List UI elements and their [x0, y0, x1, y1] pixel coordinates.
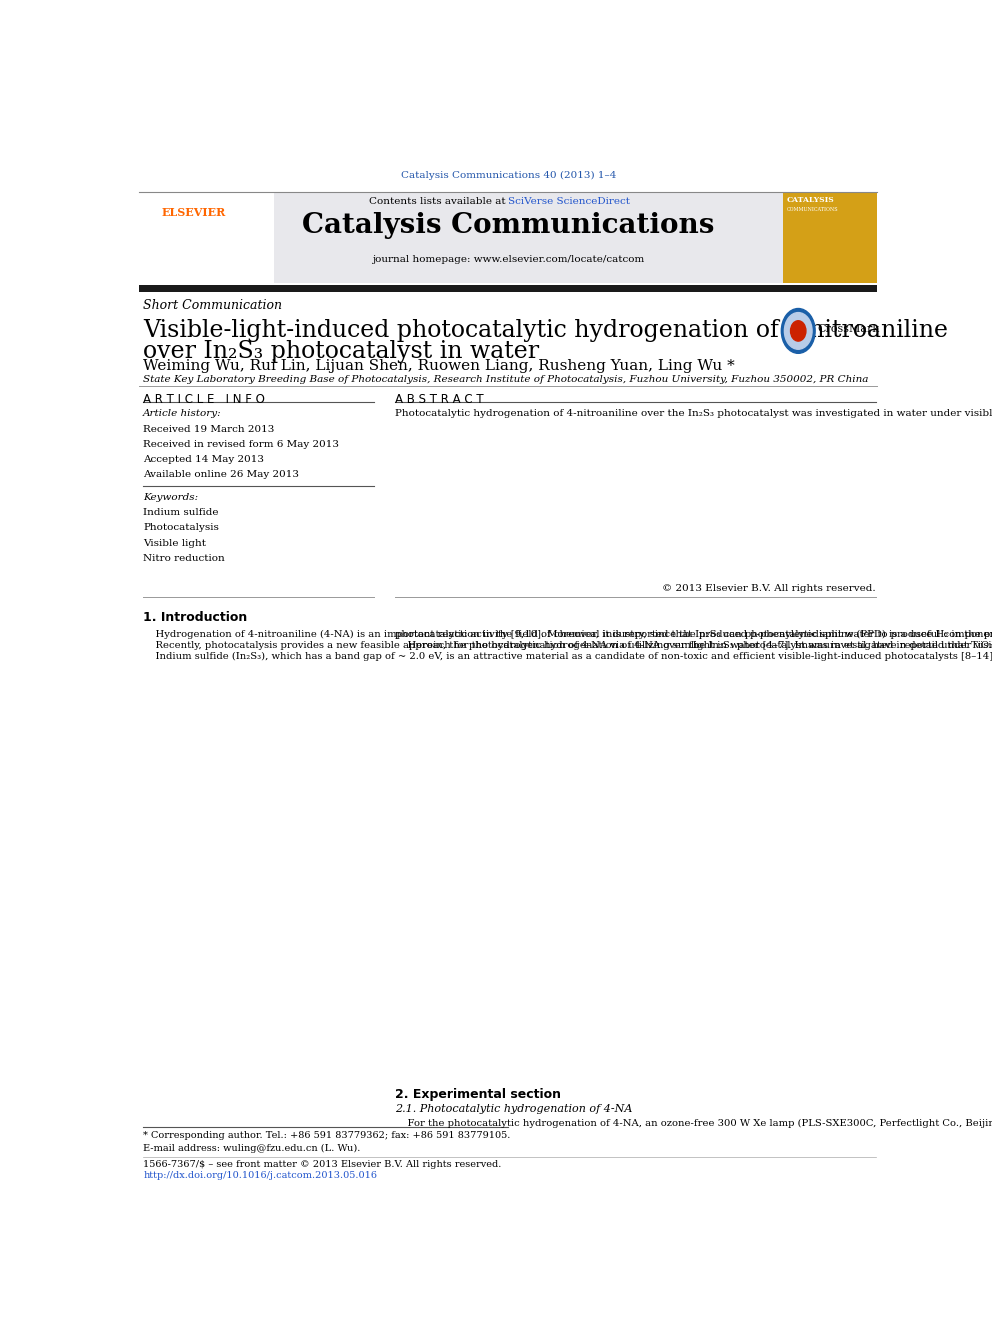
Text: Received in revised form 6 May 2013: Received in revised form 6 May 2013: [143, 441, 339, 448]
Text: Contents lists available at: Contents lists available at: [368, 197, 509, 206]
Circle shape: [785, 312, 812, 349]
Text: Available online 26 May 2013: Available online 26 May 2013: [143, 471, 300, 479]
Text: State Key Laboratory Breeding Base of Photocatalysis, Research Institute of Phot: State Key Laboratory Breeding Base of Ph…: [143, 374, 869, 384]
Text: © 2013 Elsevier B.V. All rights reserved.: © 2013 Elsevier B.V. All rights reserved…: [663, 583, 876, 593]
Text: CrossMark: CrossMark: [817, 324, 880, 333]
Text: For the photocatalytic hydrogenation of 4-NA, an ozone-free 300 W Xe lamp (PLS-S: For the photocatalytic hydrogenation of …: [396, 1118, 992, 1127]
FancyBboxPatch shape: [783, 192, 878, 283]
Text: 1566-7367/$ – see front matter © 2013 Elsevier B.V. All rights reserved.: 1566-7367/$ – see front matter © 2013 El…: [143, 1160, 502, 1170]
Text: 2.1. Photocatalytic hydrogenation of 4-NA: 2.1. Photocatalytic hydrogenation of 4-N…: [396, 1105, 633, 1114]
Text: 2. Experimental section: 2. Experimental section: [396, 1088, 561, 1101]
Text: Visible light: Visible light: [143, 538, 206, 548]
Text: Photocatalytic hydrogenation of 4-nitroaniline over the In₂S₃ photocatalyst was : Photocatalytic hydrogenation of 4-nitroa…: [396, 409, 992, 418]
Text: * Corresponding author. Tel.: +86 591 83779362; fax: +86 591 83779105.: * Corresponding author. Tel.: +86 591 83…: [143, 1131, 511, 1139]
Text: Received 19 March 2013: Received 19 March 2013: [143, 425, 275, 434]
Text: Keywords:: Keywords:: [143, 493, 198, 501]
FancyBboxPatch shape: [145, 201, 245, 275]
Text: 1. Introduction: 1. Introduction: [143, 611, 247, 624]
Text: photocatalytic activity [9,10]. Moreover, it is reported that In₂S₃ can photocat: photocatalytic activity [9,10]. Moreover…: [396, 630, 992, 650]
Text: journal homepage: www.elsevier.com/locate/catcom: journal homepage: www.elsevier.com/locat…: [372, 254, 645, 263]
Text: Catalysis Communications 40 (2013) 1–4: Catalysis Communications 40 (2013) 1–4: [401, 171, 616, 180]
Text: Short Communication: Short Communication: [143, 299, 282, 312]
FancyBboxPatch shape: [139, 192, 878, 283]
Circle shape: [782, 308, 815, 353]
Text: A B S T R A C T: A B S T R A C T: [396, 393, 484, 406]
Text: Indium sulfide: Indium sulfide: [143, 508, 218, 517]
Text: Catalysis Communications: Catalysis Communications: [303, 212, 714, 238]
Text: SciVerse ScienceDirect: SciVerse ScienceDirect: [509, 197, 630, 206]
Text: Weiming Wu, Rui Lin, Lijuan Shen, Ruowen Liang, Rusheng Yuan, Ling Wu *: Weiming Wu, Rui Lin, Lijuan Shen, Ruowen…: [143, 360, 735, 373]
Text: A R T I C L E   I N F O: A R T I C L E I N F O: [143, 393, 265, 406]
Circle shape: [791, 320, 806, 341]
FancyBboxPatch shape: [139, 192, 274, 283]
Text: Accepted 14 May 2013: Accepted 14 May 2013: [143, 455, 264, 464]
Text: Nitro reduction: Nitro reduction: [143, 554, 225, 564]
Text: Visible-light-induced photocatalytic hydrogenation of 4-nitroaniline: Visible-light-induced photocatalytic hyd…: [143, 319, 948, 341]
Text: E-mail address: wuling@fzu.edu.cn (L. Wu).: E-mail address: wuling@fzu.edu.cn (L. Wu…: [143, 1144, 361, 1152]
Text: Photocatalysis: Photocatalysis: [143, 524, 219, 532]
Text: http://dx.doi.org/10.1016/j.catcom.2013.05.016: http://dx.doi.org/10.1016/j.catcom.2013.…: [143, 1171, 377, 1180]
Text: COMMUNICATIONS: COMMUNICATIONS: [787, 206, 838, 212]
Text: ELSEVIER: ELSEVIER: [161, 206, 225, 218]
Text: Hydrogenation of 4-nitroaniline (4-NA) is an important reaction in the field of : Hydrogenation of 4-nitroaniline (4-NA) i…: [143, 630, 992, 662]
Text: CATALYSIS: CATALYSIS: [787, 196, 834, 205]
FancyBboxPatch shape: [139, 284, 878, 292]
Text: Article history:: Article history:: [143, 409, 222, 418]
Text: over In₂S₃ photocatalyst in water: over In₂S₃ photocatalyst in water: [143, 340, 540, 363]
